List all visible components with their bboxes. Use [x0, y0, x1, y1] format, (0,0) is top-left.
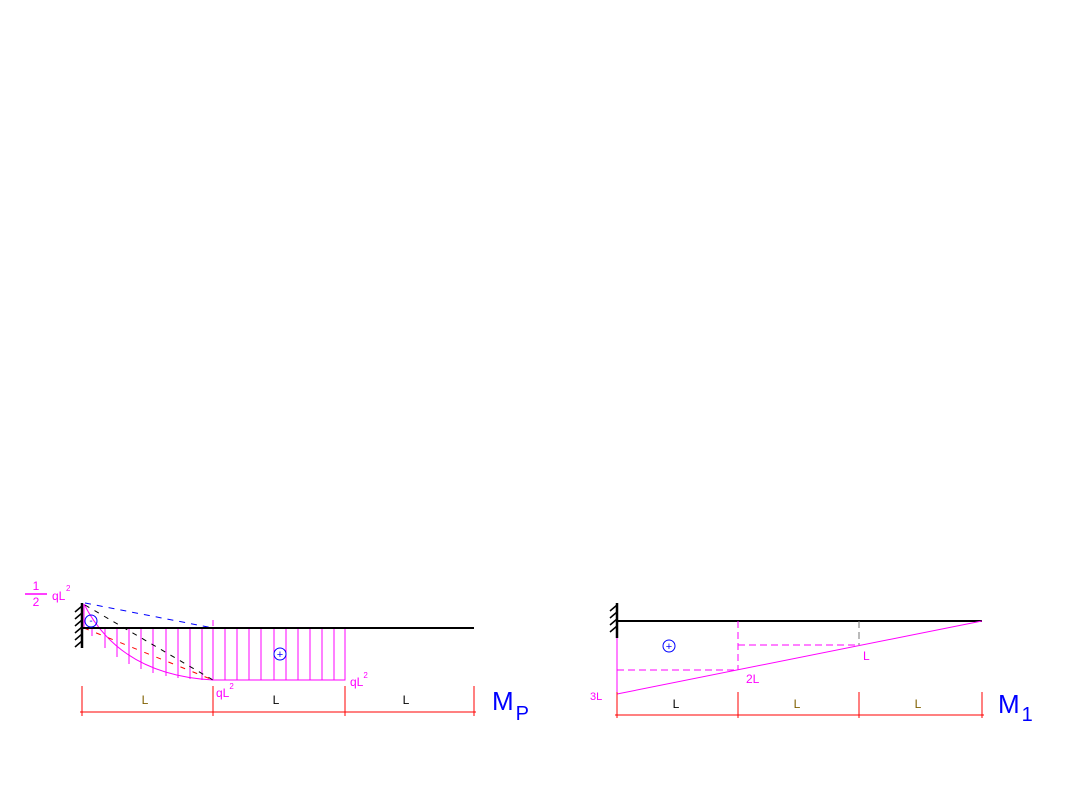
neg-sign: -	[89, 616, 92, 627]
fixed-moment-label: 1 2 qL 2	[25, 579, 71, 609]
svg-text:qL: qL	[52, 589, 66, 603]
svg-text:2: 2	[66, 584, 71, 593]
fixed-support-left	[74, 603, 84, 648]
span-label: L	[142, 693, 149, 707]
parabola-curve	[83, 603, 214, 681]
span-label: L	[403, 693, 410, 707]
pos-sign-circle	[273, 647, 287, 661]
span-label: L	[273, 693, 280, 707]
value-label: 3L	[590, 691, 602, 703]
svg-text:1: 1	[33, 579, 40, 593]
span-label: L	[794, 697, 801, 711]
value-label: 2L	[746, 672, 760, 686]
dashed-red-line	[83, 627, 214, 681]
mid-moment-label: qL2	[216, 682, 234, 700]
end-moment-label: qL2	[350, 671, 368, 689]
pos-sign: +	[277, 649, 283, 661]
value-label: L	[863, 649, 870, 663]
span-label: L	[673, 697, 680, 711]
svg-text:2: 2	[33, 595, 40, 609]
span-label: L	[915, 697, 922, 711]
pos-sign-circle	[662, 639, 676, 653]
dimension-line-left	[80, 686, 476, 716]
dashed-blue-line	[84, 602, 214, 629]
moment-line	[616, 620, 983, 695]
dimension-line-right	[615, 692, 984, 718]
neg-sign-circle	[84, 614, 98, 628]
moment-hatching-left	[83, 603, 346, 681]
dashed-black-line	[84, 604, 214, 681]
pos-sign: +	[666, 641, 672, 653]
fixed-support-right	[609, 603, 619, 638]
